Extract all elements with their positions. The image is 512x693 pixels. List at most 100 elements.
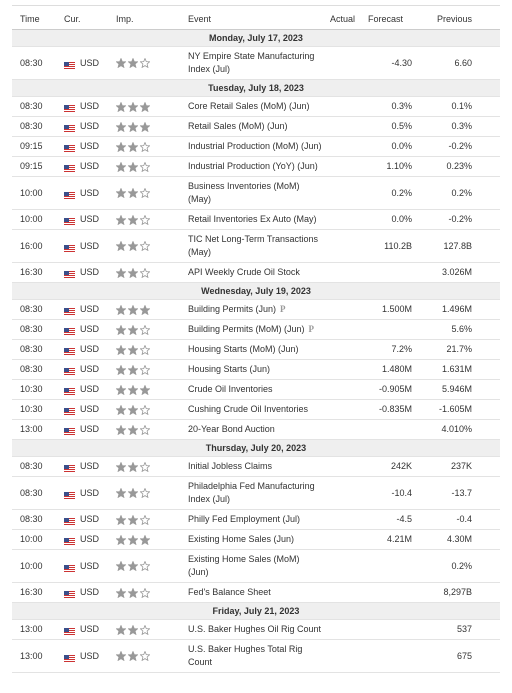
previous-value: -0.2% xyxy=(448,141,472,151)
currency: USD xyxy=(80,404,100,414)
spacer xyxy=(476,582,500,603)
spacer xyxy=(476,529,500,550)
spacer xyxy=(476,46,500,80)
event-row: 10:00 USD Business Inventories (MoM) (May)… xyxy=(12,176,500,210)
spacer xyxy=(476,619,500,640)
spacer xyxy=(476,339,500,360)
event-name-cell: Crude Oil Inventories xyxy=(180,379,326,400)
spacer xyxy=(476,359,500,380)
spacer xyxy=(476,209,500,230)
currency-cell: USD xyxy=(60,116,112,137)
calendar-table: Time Cur. Imp. Event Actual Forecast Pre… xyxy=(12,8,500,673)
currency: USD xyxy=(80,187,100,198)
forecast xyxy=(364,419,416,440)
flag-icon xyxy=(64,463,75,473)
time: 16:30 xyxy=(12,262,60,283)
flag-icon xyxy=(64,123,75,133)
importance xyxy=(112,529,180,550)
forecast: 110.2B xyxy=(364,229,416,263)
column-header: Cur. xyxy=(60,8,112,30)
event-name-cell: U.S. Baker Hughes Oil Rig Count xyxy=(180,619,326,640)
spacer xyxy=(476,96,500,117)
event-name: NY Empire State Manufacturing Index (Jul… xyxy=(188,51,315,74)
previous-value: 6.60 xyxy=(454,57,472,68)
time: 08:30 xyxy=(12,476,60,510)
event-name: API Weekly Crude Oil Stock xyxy=(188,267,300,277)
event-name-cell: Retail Sales (MoM) (Jun) xyxy=(180,116,326,137)
event-name: Initial Jobless Claims xyxy=(188,461,273,471)
event-row: 10:00 USD Retail Inventories Ex Auto (May)… xyxy=(12,209,500,230)
time: 10:00 xyxy=(12,209,60,230)
event-row: 08:30 USD Core Retail Sales (MoM) (Jun) 0.3… xyxy=(12,96,500,117)
importance xyxy=(112,156,180,177)
previous: 675 xyxy=(416,639,476,673)
previous-value: -1.605M xyxy=(438,404,472,414)
event-name-cell: Industrial Production (MoM) (Jun) xyxy=(180,136,326,157)
importance xyxy=(112,619,180,640)
event-row: 08:30 USD Philadelphia Fed Manufacturing I… xyxy=(12,476,500,510)
previous: 0.2% xyxy=(416,549,476,583)
actual xyxy=(326,399,364,420)
currency-cell: USD xyxy=(60,582,112,603)
event-row: 10:00 USD Existing Home Sales (Jun) 4.21M 4.… xyxy=(12,529,500,550)
previous: 6.60 xyxy=(416,46,476,80)
forecast: 0.0% xyxy=(364,209,416,230)
currency: USD xyxy=(80,344,100,354)
actual xyxy=(326,209,364,230)
day-row: Tuesday, July 18, 2023 xyxy=(12,79,500,97)
actual xyxy=(326,379,364,400)
event-name: TIC Net Long-Term Transactions (May) xyxy=(188,234,319,257)
previous: 4.010% xyxy=(416,419,476,440)
previous-value: 3.026M xyxy=(441,267,472,277)
day-date: Thursday, July 20, 2023 xyxy=(12,439,500,457)
event-row: 08:30 USD Housing Starts (Jun) 1.480M 1.631M xyxy=(12,359,500,380)
actual xyxy=(326,529,364,550)
currency: USD xyxy=(80,141,100,151)
currency: USD xyxy=(80,587,100,597)
column-header: Forecast xyxy=(364,8,416,30)
currency: USD xyxy=(80,161,100,171)
flag-icon xyxy=(64,306,75,316)
currency-cell: USD xyxy=(60,456,112,477)
previous-value: 1.496M xyxy=(441,304,472,314)
previous: 21.7% xyxy=(416,339,476,360)
forecast: -4.30 xyxy=(364,46,416,80)
spacer xyxy=(476,639,500,673)
previous: 237K xyxy=(416,456,476,477)
time: 08:30 xyxy=(12,359,60,380)
event-name: Existing Home Sales (MoM) (Jun) xyxy=(188,554,300,577)
importance xyxy=(112,379,180,400)
spacer xyxy=(476,299,500,320)
column-header: Event xyxy=(180,8,326,30)
event-name-cell: API Weekly Crude Oil Stock xyxy=(180,262,326,283)
currency: USD xyxy=(80,650,100,661)
flag-icon xyxy=(64,516,75,526)
flag-icon xyxy=(64,143,75,153)
currency-cell: USD xyxy=(60,96,112,117)
currency: USD xyxy=(80,560,100,571)
event-name: Building Permits (MoM) (Jun) xyxy=(188,324,305,334)
forecast-value: -4.30 xyxy=(391,57,412,68)
preliminary-icon: P xyxy=(280,304,286,314)
currency: USD xyxy=(80,624,100,634)
forecast-value: 0.2% xyxy=(391,187,412,198)
previous-value: 5.6% xyxy=(451,324,472,334)
event-row: 16:30 USD Fed's Balance Sheet 8,297B xyxy=(12,582,500,603)
event-name-cell: Housing Starts (Jun) xyxy=(180,359,326,380)
event-name-cell: Building Permits (MoM) (Jun) P xyxy=(180,319,326,340)
currency-cell: USD xyxy=(60,639,112,673)
currency-cell: USD xyxy=(60,136,112,157)
flag-icon xyxy=(64,243,75,252)
forecast: 7.2% xyxy=(364,339,416,360)
previous-value: 21.7% xyxy=(446,344,472,354)
importance xyxy=(112,209,180,230)
currency: USD xyxy=(80,461,100,471)
time: 08:30 xyxy=(12,319,60,340)
previous: 0.3% xyxy=(416,116,476,137)
event-row: 09:15 USD Industrial Production (MoM) (Jun… xyxy=(12,136,500,157)
forecast-value: -4.5 xyxy=(396,514,412,524)
importance xyxy=(112,339,180,360)
event-name-cell: Business Inventories (MoM) (May) xyxy=(180,176,326,210)
event-name-cell: Existing Home Sales (MoM) (Jun) xyxy=(180,549,326,583)
